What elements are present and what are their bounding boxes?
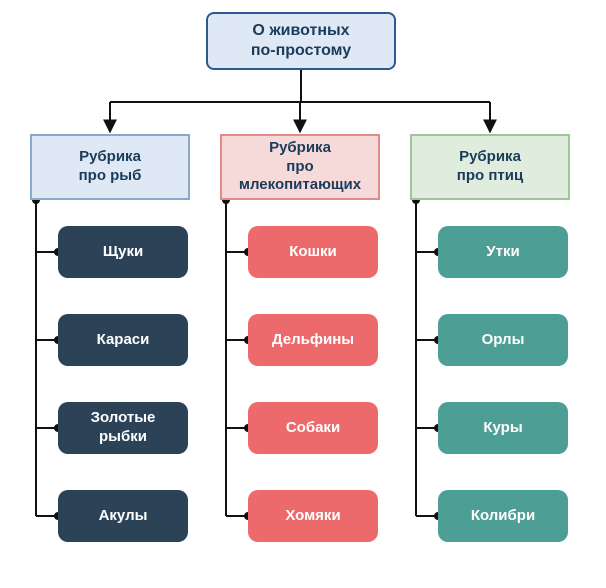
item-node-birds: Орлы [438,314,568,366]
item-node-mammals: Кошки [248,226,378,278]
item-label: Караси [97,331,150,350]
item-node-mammals: Собаки [248,402,378,454]
item-node-fish: Акулы [58,490,188,542]
item-node-fish: Караси [58,314,188,366]
category-header-birds: Рубрикапро птиц [410,134,570,200]
root-node: О животныхпо-простому [206,12,396,70]
item-node-mammals: Хомяки [248,490,378,542]
category-label: Рубрикапромлекопитающих [239,139,361,195]
item-node-birds: Утки [438,226,568,278]
diagram-canvas: О животныхпо-простому Рубрикапро рыб Щуки… [0,0,606,588]
item-node-fish: Золотыерыбки [58,402,188,454]
item-label: Золотыерыбки [91,409,156,447]
item-label: Кошки [289,243,337,262]
item-label: Дельфины [272,331,354,350]
item-label: Щуки [103,243,143,262]
item-node-mammals: Дельфины [248,314,378,366]
category-label: Рубрикапро птиц [457,148,523,186]
item-node-fish: Щуки [58,226,188,278]
item-node-birds: Куры [438,402,568,454]
item-label: Собаки [286,419,340,438]
item-node-birds: Колибри [438,490,568,542]
item-label: Колибри [471,507,535,526]
item-label: Утки [486,243,519,262]
category-label: Рубрикапро рыб [79,148,142,186]
root-label: О животныхпо-простому [251,21,351,61]
item-label: Куры [483,419,522,438]
category-header-mammals: Рубрикапромлекопитающих [220,134,380,200]
item-label: Орлы [482,331,525,350]
item-label: Акулы [99,507,148,526]
category-header-fish: Рубрикапро рыб [30,134,190,200]
item-label: Хомяки [285,507,340,526]
